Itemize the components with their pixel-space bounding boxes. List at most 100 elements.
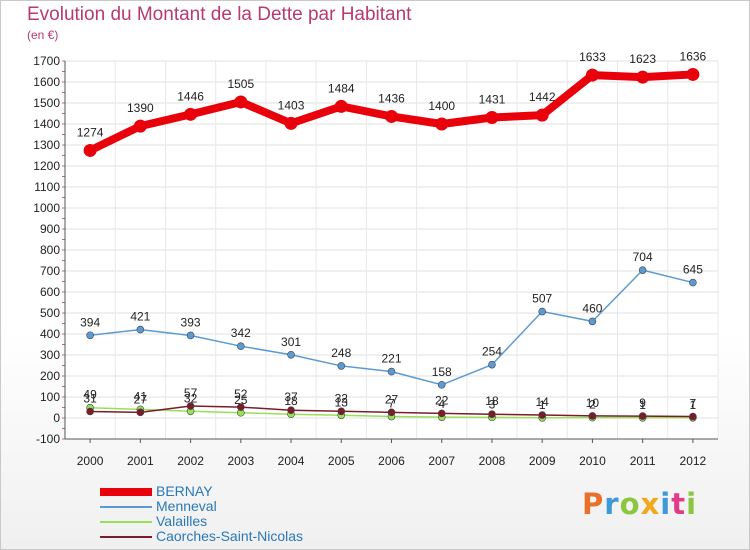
x-tick-label: 2006 xyxy=(378,454,405,468)
data-label: 301 xyxy=(281,335,301,349)
data-label: 41 xyxy=(134,389,148,403)
chart-unit: (en €) xyxy=(27,28,59,42)
y-tick-label: 0 xyxy=(53,411,60,425)
data-label: 1 xyxy=(639,398,646,412)
x-tick-label: 2005 xyxy=(328,454,355,468)
data-label: 394 xyxy=(80,315,100,329)
data-label: 1442 xyxy=(529,90,556,104)
data-label: 32 xyxy=(335,391,349,405)
data-label: 7 xyxy=(690,397,697,411)
y-tick-label: 1200 xyxy=(33,159,60,173)
data-label: 1633 xyxy=(579,50,606,64)
chart-title: Evolution du Montant de la Dette par Hab… xyxy=(27,4,412,25)
data-label: 342 xyxy=(231,326,251,340)
x-tick-label: 2008 xyxy=(479,454,506,468)
y-tick-label: 600 xyxy=(40,285,60,299)
y-tick-label: 100 xyxy=(40,390,60,404)
data-label: 22 xyxy=(435,393,449,407)
x-tick-label: 2011 xyxy=(630,454,656,468)
data-point xyxy=(435,117,449,131)
data-label: 27 xyxy=(134,392,148,406)
y-tick-label: 1700 xyxy=(33,54,60,68)
data-label: 31 xyxy=(83,391,97,405)
data-point xyxy=(83,143,97,157)
data-label: 32 xyxy=(184,391,198,405)
data-point xyxy=(186,331,195,340)
x-tick-label: 2000 xyxy=(77,454,104,468)
y-tick-label: 200 xyxy=(40,369,60,383)
data-point xyxy=(387,408,396,417)
data-point xyxy=(337,407,346,416)
data-label: 254 xyxy=(482,345,502,359)
data-label: 221 xyxy=(381,352,401,366)
y-tick-label: 1000 xyxy=(33,201,60,215)
data-label: 18 xyxy=(284,394,298,408)
x-tick-label: 2003 xyxy=(227,454,254,468)
data-label: 13 xyxy=(335,395,349,409)
data-label: 1390 xyxy=(127,101,154,115)
data-label: 1484 xyxy=(328,81,355,95)
data-label: 49 xyxy=(83,388,97,402)
data-label: 1436 xyxy=(378,91,405,105)
data-label: 1274 xyxy=(77,125,104,139)
data-point xyxy=(689,412,697,421)
data-point xyxy=(437,381,446,389)
data-point xyxy=(488,360,496,369)
data-point xyxy=(636,70,650,84)
data-label: 1 xyxy=(539,398,546,412)
data-point xyxy=(186,402,195,410)
data-point xyxy=(538,307,546,316)
y-tick-label: 700 xyxy=(40,264,60,278)
x-tick-label: 2010 xyxy=(579,454,606,468)
data-point xyxy=(136,325,145,334)
legend-swatch xyxy=(100,521,152,523)
x-tick-label: 2009 xyxy=(529,454,556,468)
data-label: 158 xyxy=(432,365,452,379)
data-label: 57 xyxy=(184,386,198,400)
data-point xyxy=(535,108,549,122)
legend-label: BERNAY xyxy=(156,483,213,499)
data-point xyxy=(86,407,94,416)
data-label: 421 xyxy=(130,310,150,324)
proxiti-logo: Proxiti xyxy=(582,487,698,521)
legend-label: Valailles xyxy=(156,513,208,529)
data-point xyxy=(287,350,295,359)
data-label: 37 xyxy=(284,390,298,404)
y-tick-label: 800 xyxy=(40,243,60,257)
legend-swatch xyxy=(100,506,152,508)
legend-label: Caorches-Saint-Nicolas xyxy=(156,528,304,544)
y-tick-label: 1300 xyxy=(33,138,60,152)
data-label: 1505 xyxy=(227,77,254,91)
data-point xyxy=(133,119,147,133)
y-tick-label: -100 xyxy=(36,432,60,446)
data-point xyxy=(585,68,599,82)
x-tick-label: 2012 xyxy=(680,454,707,468)
data-label: 10 xyxy=(586,396,600,410)
data-point xyxy=(284,116,298,130)
y-tick-label: 1600 xyxy=(33,75,60,89)
data-label: 1446 xyxy=(177,89,204,103)
legend-swatch xyxy=(100,488,152,496)
data-point xyxy=(387,367,396,376)
data-point xyxy=(237,403,245,411)
data-point xyxy=(638,266,647,274)
data-point xyxy=(234,95,248,109)
data-label: 3 xyxy=(489,397,496,411)
data-label: 18 xyxy=(485,394,499,408)
x-tick-label: 2002 xyxy=(177,454,204,468)
data-label: 4 xyxy=(438,397,445,411)
data-label: 52 xyxy=(234,387,248,401)
x-tick-label: 2007 xyxy=(428,454,455,468)
data-point xyxy=(184,107,198,121)
legend-swatch xyxy=(100,536,152,538)
y-tick-label: 300 xyxy=(40,348,60,362)
data-point xyxy=(686,67,700,81)
data-point xyxy=(638,412,647,420)
data-label: 9 xyxy=(639,396,646,410)
data-label: 248 xyxy=(331,346,351,360)
data-label: 507 xyxy=(532,292,552,306)
data-label: 1623 xyxy=(629,52,656,66)
data-point xyxy=(337,362,346,370)
data-point xyxy=(437,409,446,418)
